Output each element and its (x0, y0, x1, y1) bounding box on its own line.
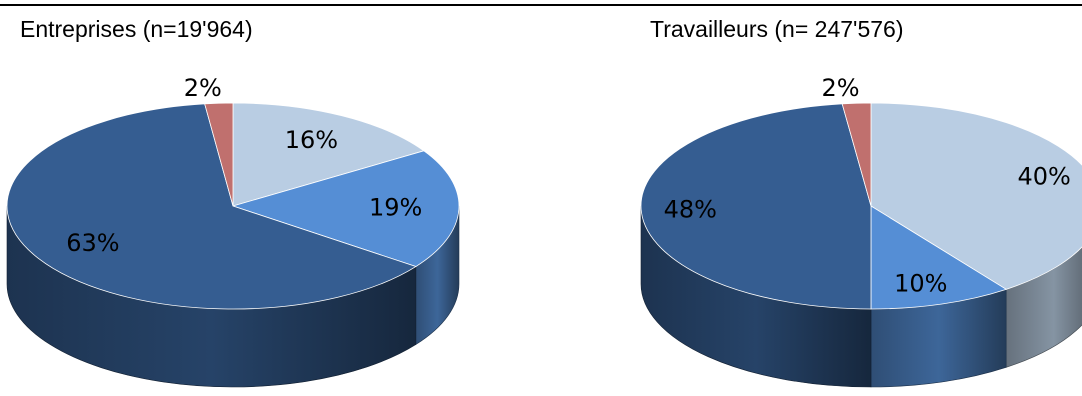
pie-slice (640, 103, 872, 310)
top-rule (0, 4, 1082, 6)
pie-data-label: 40% (1017, 163, 1070, 191)
pie-slice (841, 102, 872, 207)
chart-title-travailleurs: Travailleurs (n= 247'576) (650, 16, 904, 42)
pie-data-label: 19% (369, 193, 422, 221)
pie-slice (204, 102, 234, 207)
pie-data-label: 10% (894, 270, 947, 298)
pie-slice (231, 150, 460, 267)
pie-chart-entreprises: 16% 19% 63% 2% (6, 74, 460, 388)
chart-title-entreprises: Entreprises (n=19'964) (20, 16, 253, 42)
pie-data-label: 63% (66, 229, 119, 257)
pie-chart-travailleurs: 40% 10% 48% 2% (640, 74, 1082, 388)
pie-slice (870, 102, 1082, 290)
pie-slice (232, 102, 425, 207)
pie-slice (870, 205, 1008, 310)
pie-data-label: 48% (664, 196, 717, 224)
pie-data-label: 16% (285, 126, 338, 154)
pie-data-label: 2% (822, 74, 860, 102)
pie-data-label: 2% (184, 74, 222, 102)
pie-slice (6, 103, 417, 310)
